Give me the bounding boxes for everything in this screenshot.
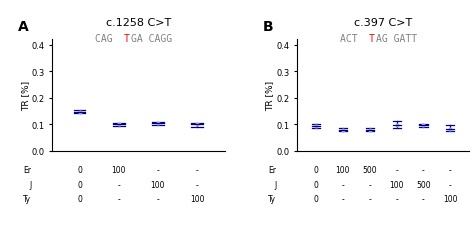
- Text: 0: 0: [77, 166, 82, 175]
- Text: 500: 500: [362, 166, 377, 175]
- Text: -: -: [196, 166, 199, 175]
- Text: 0: 0: [313, 166, 318, 175]
- Text: -: -: [368, 180, 371, 189]
- Text: J: J: [274, 180, 276, 189]
- Text: T: T: [124, 34, 130, 44]
- Text: 100: 100: [389, 180, 404, 189]
- Text: -: -: [341, 180, 344, 189]
- Text: T: T: [369, 34, 374, 44]
- Text: -: -: [341, 195, 344, 203]
- Text: -: -: [449, 180, 452, 189]
- Text: Ty: Ty: [268, 195, 276, 203]
- Text: 100: 100: [111, 166, 126, 175]
- Text: Er: Er: [23, 166, 31, 175]
- Text: GA CAGG: GA CAGG: [131, 34, 172, 44]
- Text: -: -: [118, 180, 120, 189]
- Y-axis label: TR [%]: TR [%]: [21, 81, 30, 111]
- Text: -: -: [422, 195, 425, 203]
- Text: 0: 0: [77, 180, 82, 189]
- Text: -: -: [368, 195, 371, 203]
- Text: 100: 100: [443, 195, 458, 203]
- Text: A: A: [18, 20, 28, 34]
- Text: 0: 0: [313, 195, 318, 203]
- Text: 0: 0: [77, 195, 82, 203]
- Text: B: B: [263, 20, 273, 34]
- Text: -: -: [395, 195, 398, 203]
- Text: -: -: [449, 166, 452, 175]
- Text: CAG: CAG: [95, 34, 118, 44]
- Text: -: -: [422, 166, 425, 175]
- Text: -: -: [156, 166, 159, 175]
- Text: ACT: ACT: [340, 34, 363, 44]
- Text: c.1258 C>T: c.1258 C>T: [106, 18, 171, 28]
- Text: J: J: [29, 180, 31, 189]
- Text: -: -: [156, 195, 159, 203]
- Text: c.397 C>T: c.397 C>T: [354, 18, 412, 28]
- Text: -: -: [196, 180, 199, 189]
- Text: Er: Er: [268, 166, 276, 175]
- Text: 100: 100: [190, 195, 204, 203]
- Text: 500: 500: [416, 180, 431, 189]
- Text: -: -: [118, 195, 120, 203]
- Text: AG GATT: AG GATT: [376, 34, 417, 44]
- Text: 100: 100: [151, 180, 165, 189]
- Text: 100: 100: [336, 166, 350, 175]
- Text: Ty: Ty: [23, 195, 31, 203]
- Y-axis label: TR [%]: TR [%]: [265, 81, 274, 111]
- Text: 0: 0: [313, 180, 318, 189]
- Text: -: -: [395, 166, 398, 175]
